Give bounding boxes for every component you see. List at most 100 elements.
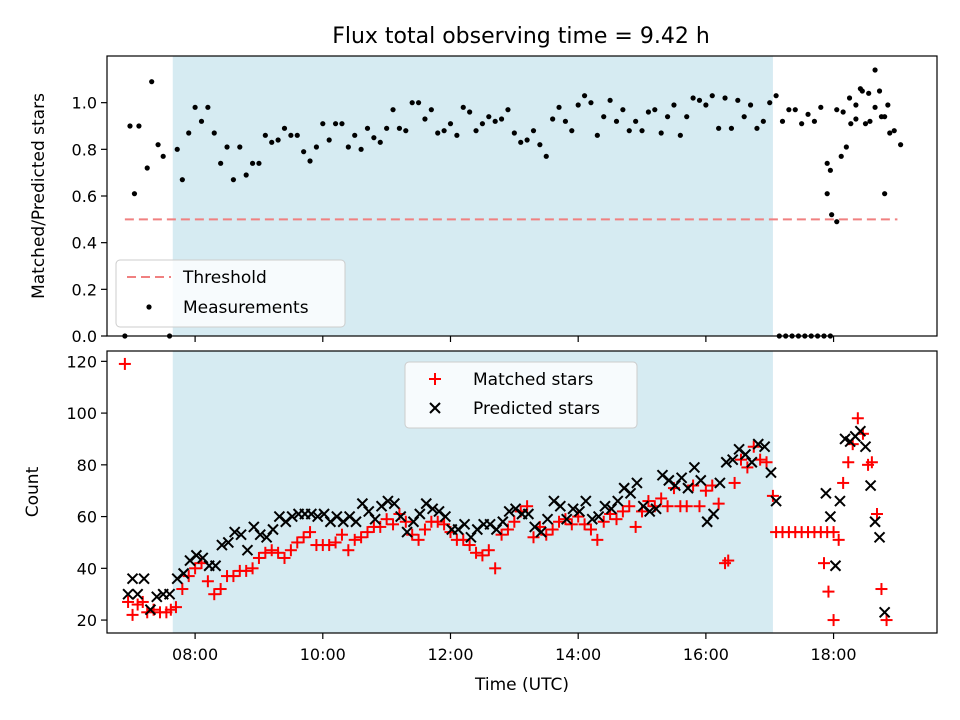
matched-star-marker [284, 544, 297, 557]
matched-star-marker [832, 533, 845, 546]
matched-star-marker [851, 412, 864, 425]
predicted-star-marker [624, 487, 637, 500]
measurement-point [645, 109, 652, 115]
y-tick-label: 100 [66, 404, 97, 423]
matched-star-marker [406, 528, 419, 541]
predicted-star-marker [746, 456, 758, 468]
predicted-star-marker [758, 441, 771, 453]
x-tick-label: 16:00 [683, 645, 729, 664]
matched-star-marker [687, 479, 700, 492]
measurement-point [747, 102, 754, 108]
matched-star-marker [837, 476, 850, 489]
ratio-y-axis-label: Matched/Predicted stars [29, 93, 49, 299]
chart-title: Flux total observing time = 9.42 h [332, 24, 710, 49]
matched-star-marker [680, 500, 693, 513]
measurement-point [792, 107, 798, 113]
measurement-point [872, 104, 878, 110]
measurement-point [174, 146, 180, 152]
y-tick-label: 120 [66, 352, 97, 371]
measurement-point [454, 132, 460, 138]
matched-star-marker [747, 440, 760, 453]
predicted-star-marker [560, 513, 573, 525]
measurement-point [876, 88, 883, 94]
predicted-star-marker [573, 505, 586, 518]
matched-star-marker [431, 515, 444, 528]
measurement-point [556, 104, 562, 110]
measurement-point [352, 132, 358, 138]
measurement-point [415, 100, 422, 106]
predicted-star-marker [580, 495, 592, 507]
matched-star-marker [227, 570, 240, 583]
matched-star-marker [722, 554, 735, 567]
measurement-point [652, 107, 658, 113]
matched-star-marker [208, 588, 221, 601]
matched-star-marker [297, 531, 310, 544]
predicted-star-marker [222, 536, 235, 549]
predicted-star-marker [873, 531, 886, 543]
measurement-point [358, 146, 364, 152]
measurement-point [684, 114, 690, 120]
measurement-point [569, 128, 575, 134]
measurement-point [824, 160, 830, 166]
measurement-point [237, 144, 243, 150]
matched-star-marker [412, 533, 425, 546]
measurement-point [716, 125, 722, 131]
measurement-point [885, 102, 891, 108]
measurement-point [722, 95, 728, 101]
measurement-point [390, 107, 396, 113]
matched-star-marker [361, 526, 374, 539]
measurement-point [633, 118, 639, 124]
measurement-point [505, 107, 511, 113]
matched-star-marker [122, 595, 135, 608]
matched-star-marker [329, 536, 342, 549]
predicted-star-marker [854, 425, 867, 437]
measurement-point [898, 142, 904, 148]
predicted-stars-points [122, 425, 891, 619]
y-tick-label: 40 [77, 559, 97, 578]
count-panel: 20 40 60 80 100 120 08:00 10:00 12:00 14:00 16:00… [23, 350, 938, 695]
matched-star-marker [476, 549, 489, 562]
ratio-legend: Threshold Measurements [115, 259, 346, 328]
count-legend: Matched stars Predicted stars [404, 361, 638, 429]
matched-star-marker [865, 456, 878, 469]
x-tick-label: 18:00 [811, 645, 857, 664]
measurement-point [326, 137, 332, 143]
measurement-point [186, 130, 192, 136]
measurement-point [853, 116, 859, 122]
predicted-star-marker [305, 508, 318, 520]
matched-star-marker [527, 531, 540, 544]
predicted-star-marker [235, 528, 247, 541]
measurement-point [848, 121, 854, 127]
matched-star-marker [164, 603, 177, 616]
predicted-star-marker [458, 518, 471, 531]
matched-star-marker [699, 484, 712, 497]
measurement-point [818, 104, 824, 110]
matched-star-marker [418, 523, 431, 536]
matched-star-marker [169, 601, 182, 614]
measurement-point [741, 114, 747, 120]
measurement-point [840, 109, 846, 115]
measurement-point [198, 118, 205, 124]
matched-star-marker [252, 551, 265, 564]
measurement-point [294, 132, 300, 138]
measurement-point [799, 121, 805, 127]
y-tick-label: 0.8 [72, 140, 97, 159]
measurement-point [728, 125, 735, 131]
matched-star-marker [827, 614, 840, 627]
matched-star-marker [827, 526, 840, 539]
measurement-point [867, 118, 873, 124]
predicted-star-marker [869, 516, 881, 528]
predicted-star-marker [864, 479, 877, 492]
predicted-star-marker [209, 560, 222, 572]
count-x-ticks: 08:00 10:00 12:00 14:00 16:00 18:00 [172, 633, 857, 664]
predicted-star-marker [567, 503, 579, 515]
legend-matched-swatch [429, 373, 441, 385]
x-tick-label: 08:00 [172, 645, 218, 664]
measurement-point [846, 95, 853, 101]
matched-star-marker [508, 515, 521, 528]
predicted-star-marker [401, 526, 413, 538]
measurement-point [511, 130, 517, 136]
measurement-point [460, 104, 466, 110]
measurement-point [127, 123, 133, 129]
measurement-point [281, 125, 288, 131]
